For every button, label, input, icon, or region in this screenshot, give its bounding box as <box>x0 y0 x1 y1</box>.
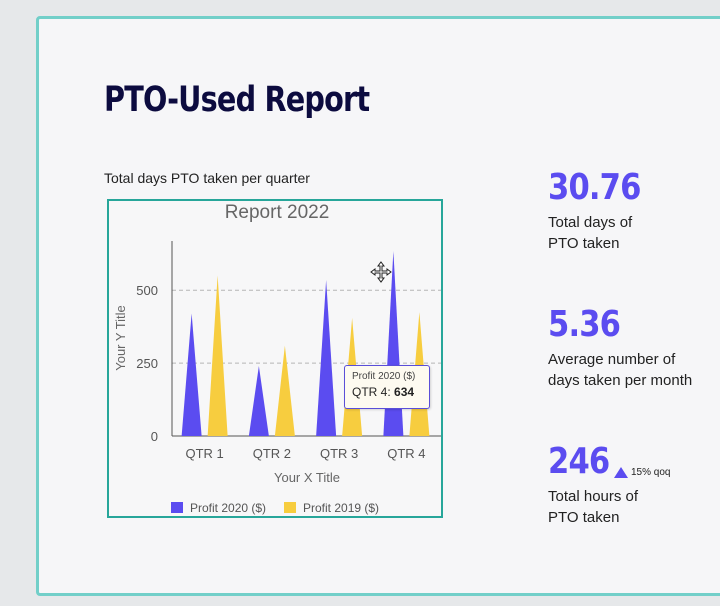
chart-title: Report 2022 <box>225 202 330 223</box>
stat-value: 246 <box>548 441 610 482</box>
stat-total-days: 30.76 Total days of PTO taken <box>548 167 657 254</box>
qoq-change: 15% qoq <box>614 467 670 478</box>
bar <box>181 313 202 436</box>
page-title: PTO-Used Report <box>104 80 370 120</box>
stat-label-line: Total days of <box>548 214 633 231</box>
legend-label: Profit 2019 ($) <box>303 501 379 515</box>
stat-total-hours: 246 Total hours of PTO taken <box>548 441 638 528</box>
y-tick-label: 0 <box>151 429 158 444</box>
stat-label-line: PTO taken <box>548 235 620 252</box>
bar <box>316 279 337 436</box>
qoq-change-label: 15% qoq <box>631 467 671 478</box>
tooltip-value-line: QTR 4: 634 <box>352 385 429 399</box>
stat-label: Total hours of PTO taken <box>548 486 638 528</box>
chart-subtitle: Total days PTO taken per quarter <box>104 170 310 186</box>
stat-label-line: days taken per month <box>548 372 693 389</box>
bar-chart[interactable]: Report 2022 0 250 500 QTR 1 QTR 2 QTR 3 QTR 4 Yo… <box>109 201 445 520</box>
stat-label-line: PTO taken <box>548 509 620 526</box>
tooltip-series: Profit 2020 ($) <box>352 371 416 382</box>
x-tick-label: QTR 2 <box>253 446 291 461</box>
x-tick-label: QTR 1 <box>185 446 223 461</box>
legend-swatch <box>171 502 183 513</box>
x-axis-title: Your X Title <box>274 470 340 485</box>
x-tick-label: QTR 3 <box>320 446 358 461</box>
y-tick-label: 500 <box>136 283 158 298</box>
legend-label: Profit 2020 ($) <box>190 501 266 515</box>
legend-swatch <box>284 502 296 513</box>
y-axis-title: Your Y Title <box>113 305 128 371</box>
chart-frame[interactable]: Report 2022 0 250 500 QTR 1 QTR 2 QTR 3 QTR 4 Yo… <box>107 199 443 518</box>
y-tick-label: 250 <box>136 356 158 371</box>
stat-average-days: 5.36 Average number of days taken per mo… <box>548 304 692 391</box>
move-cursor-icon <box>370 261 392 288</box>
chart-tooltip: Profit 2020 ($) QTR 4: 634 <box>344 365 430 409</box>
tooltip-value: 634 <box>394 385 415 399</box>
stat-value: 5.36 <box>548 304 621 345</box>
stat-value: 30.76 <box>548 167 641 208</box>
stat-label: Total days of PTO taken <box>548 212 657 254</box>
tooltip-category: QTR 4: <box>352 385 391 399</box>
triangle-up-icon <box>614 467 628 478</box>
stat-label-line: Total hours of <box>548 488 639 505</box>
stat-label-line: Average number of <box>548 351 676 368</box>
bar <box>248 366 269 436</box>
bar <box>274 345 295 436</box>
x-tick-label: QTR 4 <box>387 446 425 461</box>
bar <box>207 275 228 436</box>
stat-label: Average number of days taken per month <box>548 349 692 391</box>
